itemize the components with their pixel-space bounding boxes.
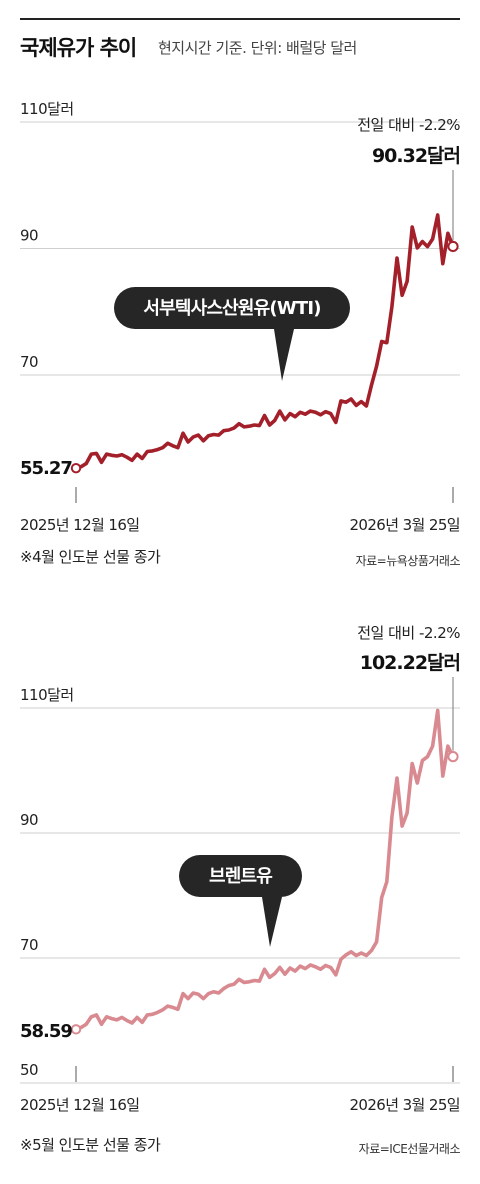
end-point	[447, 240, 459, 253]
series-name-callout: 서부텍사스산원유(WTI)	[114, 287, 350, 381]
series-name-label: 서부텍사스산원유(WTI)	[143, 298, 320, 319]
header-rule	[20, 18, 460, 20]
wti-series-line	[74, 213, 455, 470]
start-point	[70, 1024, 82, 1035]
start-value-label: 55.27	[20, 458, 72, 479]
brent-series-line	[74, 708, 455, 1032]
callout-bubble	[114, 287, 350, 381]
y-tick-label: 90	[20, 227, 38, 245]
page-subtitle: 현지시간 기준. 단위: 배럴당 달러	[158, 39, 357, 57]
y-tick-label: 110달러	[20, 100, 74, 118]
x-axis-start-label: 2025년 12월 16일	[20, 1096, 139, 1114]
series-name-callout: 브렌트유	[179, 855, 302, 947]
start-point	[70, 462, 82, 474]
contract-note: ※5월 인도분 선물 종가	[20, 1136, 161, 1154]
contract-note: ※4월 인도분 선물 종가	[20, 548, 161, 566]
x-axis-end-label: 2026년 3월 25일	[349, 1096, 460, 1114]
source-label: 자료=ICE선물거래소	[358, 1142, 461, 1156]
end-change-label: 전일 대비 -2.2%	[357, 624, 460, 642]
x-axis-start-label: 2025년 12월 16일	[20, 516, 139, 534]
source-label: 자료=뉴욕상품거래소	[355, 554, 461, 568]
y-tick-label: 90	[20, 811, 38, 829]
end-value-label: 90.32달러	[372, 145, 460, 167]
page-title: 국제유가 추이	[20, 36, 137, 60]
brent-chart: 110달러 90 70 50 브렌트유 58.59 전일 대비 -2.2% 102.2…	[20, 624, 461, 1114]
end-change-label: 전일 대비 -2.2%	[357, 116, 460, 134]
y-tick-label: 110달러	[20, 686, 74, 704]
callout-bubble	[179, 855, 302, 947]
series-name-label: 브렌트유	[209, 866, 272, 887]
y-tick-label: 50	[20, 1061, 38, 1079]
wti-chart: 110달러 90 70 서부텍사스산원유(WTI) 55.27 전일 대비 -2.2…	[20, 100, 461, 534]
y-tick-label: 70	[20, 353, 38, 371]
end-point	[447, 751, 459, 763]
y-tick-label: 70	[20, 936, 38, 954]
start-value-label: 58.59	[20, 1021, 72, 1042]
x-axis-end-label: 2026년 3월 25일	[349, 516, 460, 534]
end-value-label: 102.22달러	[360, 652, 460, 674]
